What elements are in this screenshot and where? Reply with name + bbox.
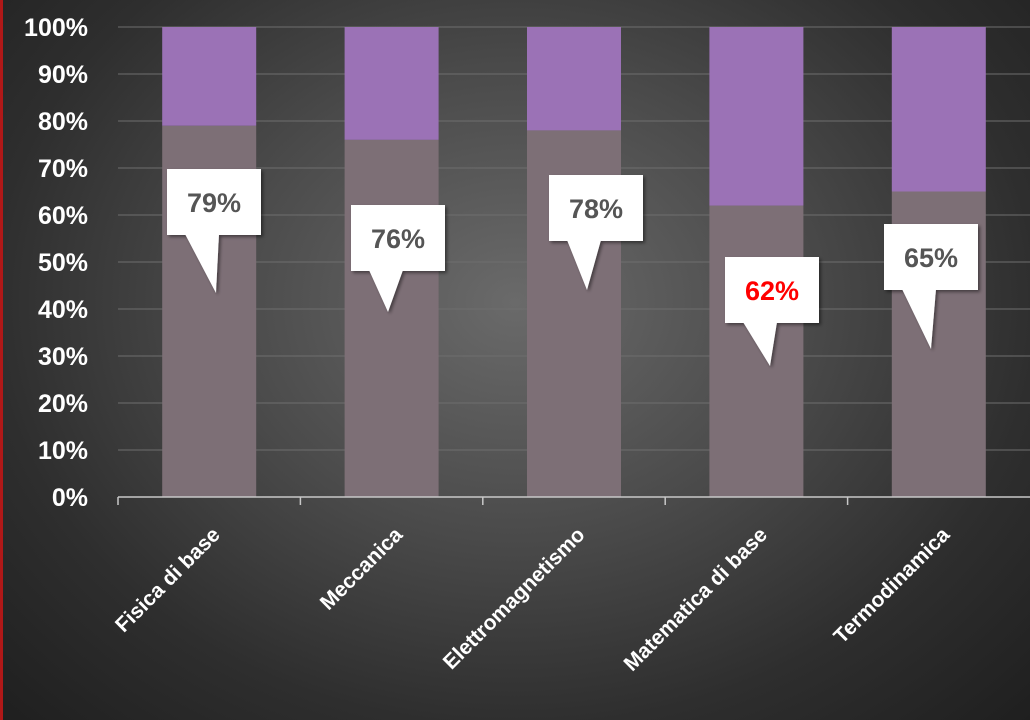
bar-segment-lower: [709, 205, 804, 497]
data-label-callout: [549, 175, 643, 290]
callout-pointer: [743, 322, 777, 366]
callout-box: [884, 224, 978, 290]
y-tick-label: 30%: [38, 343, 88, 371]
y-tick-label: 60%: [38, 202, 88, 230]
callout-pointer: [185, 234, 219, 293]
data-label-callout: [725, 257, 819, 366]
y-tick-label: 50%: [38, 249, 88, 277]
callout-box: [549, 175, 643, 241]
bar-segment-lower: [344, 139, 439, 498]
data-label: 78%: [569, 194, 623, 224]
callout-pointer: [902, 289, 936, 349]
callout-pointer: [567, 240, 601, 290]
data-label-callout: [884, 224, 978, 349]
y-tick-label: 0%: [52, 484, 88, 512]
bar-segment-upper: [709, 27, 804, 206]
callout-box: [351, 205, 445, 271]
bar-segment-upper: [527, 27, 621, 131]
y-tick-label: 70%: [38, 155, 88, 183]
slide-left-edge: [0, 0, 3, 720]
x-tick-label: Matematica di base: [619, 523, 771, 675]
y-tick-label: 10%: [38, 437, 88, 465]
y-tick-label: 40%: [38, 296, 88, 324]
callout-pointer: [369, 270, 403, 312]
bar-segment-upper: [162, 27, 257, 126]
x-tick-label: Meccanica: [316, 523, 408, 615]
data-label: 65%: [904, 243, 958, 273]
data-label: 62%: [745, 276, 799, 306]
data-label: 76%: [371, 224, 425, 254]
x-tick-label: Elettromagnetismo: [439, 523, 590, 674]
y-tick-label: 90%: [38, 61, 88, 89]
bar-segment-upper: [344, 27, 439, 140]
data-label-callout: [167, 169, 261, 293]
callout-box: [167, 169, 261, 235]
callout-box: [725, 257, 819, 323]
x-tick-label: Fisica di base: [111, 523, 225, 637]
y-tick-label: 100%: [24, 14, 88, 42]
data-label-callout: [351, 205, 445, 312]
x-tick-label: Termodinamica: [829, 523, 954, 648]
y-tick-label: 20%: [38, 390, 88, 418]
bar-segment-upper: [891, 27, 986, 192]
y-tick-label: 80%: [38, 108, 88, 136]
data-label: 79%: [187, 188, 241, 218]
